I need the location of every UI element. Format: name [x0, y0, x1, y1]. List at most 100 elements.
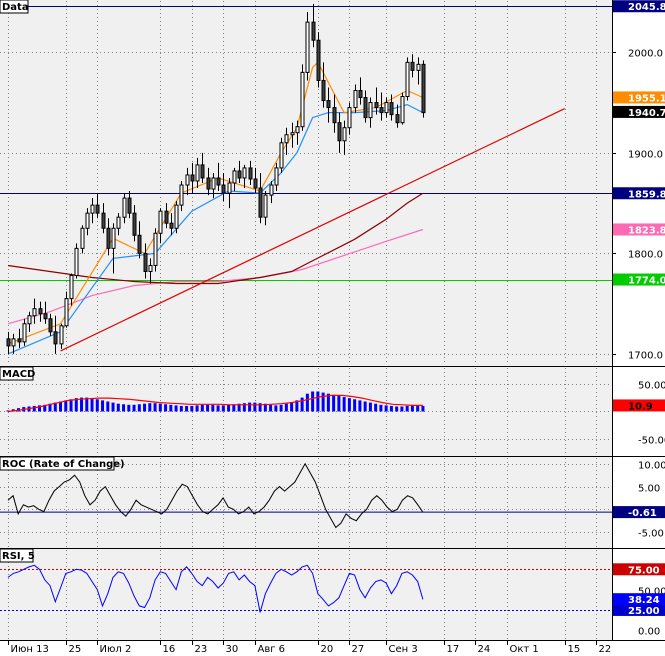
candle[interactable]: [106, 218, 111, 256]
green-value-tag-text: 1774.0: [628, 276, 665, 287]
candle[interactable]: [143, 243, 148, 279]
macd-bar: [200, 404, 204, 412]
candle[interactable]: [190, 162, 195, 194]
rsi-level-tag-text: 25.00: [628, 606, 660, 617]
candle[interactable]: [284, 127, 289, 155]
price-tick-label: 2000.0: [628, 49, 663, 60]
candle[interactable]: [127, 191, 132, 219]
candle[interactable]: [200, 152, 205, 183]
candle[interactable]: [342, 120, 347, 155]
x-tick-label: 25: [69, 644, 82, 655]
candle[interactable]: [137, 221, 142, 259]
candle[interactable]: [374, 87, 379, 115]
candle[interactable]: [379, 92, 384, 121]
candle[interactable]: [11, 333, 16, 354]
candle[interactable]: [185, 167, 190, 196]
candle[interactable]: [64, 291, 69, 328]
candle[interactable]: [101, 203, 106, 234]
candle[interactable]: [258, 172, 263, 224]
candle[interactable]: [27, 311, 32, 332]
candle[interactable]: [74, 243, 79, 279]
candle[interactable]: [22, 318, 27, 346]
candle[interactable]: [153, 228, 158, 272]
candle[interactable]: [405, 57, 410, 101]
candle[interactable]: [95, 193, 100, 219]
candle[interactable]: [416, 57, 421, 85]
candle[interactable]: [38, 301, 43, 322]
roc-line: [7, 462, 424, 529]
candle[interactable]: [321, 62, 326, 108]
candle[interactable]: [274, 162, 279, 192]
candle[interactable]: [17, 328, 22, 348]
candle[interactable]: [132, 205, 137, 242]
candle[interactable]: [116, 213, 121, 236]
rsi-panel[interactable]: [0, 564, 612, 613]
macd-bar: [263, 403, 267, 412]
candle[interactable]: [216, 162, 221, 192]
candle-body: [379, 107, 384, 114]
candle[interactable]: [111, 223, 116, 274]
candle[interactable]: [53, 315, 58, 354]
candle[interactable]: [295, 120, 300, 145]
candle[interactable]: [384, 97, 389, 118]
candle[interactable]: [59, 323, 64, 349]
candle[interactable]: [332, 94, 337, 133]
price-panel[interactable]: [0, 4, 612, 355]
candle[interactable]: [253, 167, 258, 194]
candle[interactable]: [43, 301, 48, 324]
candle[interactable]: [269, 180, 274, 204]
hline-value-tag: 2045.8: [613, 0, 665, 13]
roc-panel[interactable]: [0, 462, 612, 529]
candle[interactable]: [69, 273, 74, 306]
candle[interactable]: [263, 191, 268, 226]
candle[interactable]: [400, 92, 405, 125]
candle[interactable]: [174, 201, 179, 234]
candle[interactable]: [85, 208, 90, 236]
candle[interactable]: [363, 90, 368, 123]
x-tick-label: 16: [163, 644, 176, 655]
candle[interactable]: [305, 12, 310, 81]
candle[interactable]: [232, 167, 237, 192]
candle[interactable]: [337, 112, 342, 153]
candle[interactable]: [148, 258, 153, 284]
candle[interactable]: [48, 313, 53, 336]
candle[interactable]: [221, 172, 226, 202]
candle[interactable]: [248, 160, 253, 186]
candle[interactable]: [358, 77, 363, 105]
candle[interactable]: [290, 122, 295, 148]
candle[interactable]: [90, 198, 95, 224]
candle[interactable]: [122, 193, 127, 224]
candle[interactable]: [179, 180, 184, 212]
candle[interactable]: [300, 64, 305, 131]
candle[interactable]: [347, 102, 352, 135]
candle[interactable]: [326, 87, 331, 123]
hline-value-tag-bg: [613, 0, 665, 13]
candle[interactable]: [80, 225, 85, 254]
candle[interactable]: [32, 298, 37, 324]
macd-panel[interactable]: [6, 391, 425, 413]
candle[interactable]: [353, 84, 358, 113]
candle[interactable]: [242, 164, 247, 189]
candle[interactable]: [6, 331, 11, 354]
price-panel-title: Data: [0, 0, 29, 14]
candle[interactable]: [195, 157, 200, 189]
candle[interactable]: [211, 172, 216, 199]
candle[interactable]: [237, 160, 242, 183]
candle[interactable]: [368, 97, 373, 128]
candle[interactable]: [206, 167, 211, 196]
candle[interactable]: [389, 94, 394, 121]
macd-bar: [384, 405, 388, 412]
candle[interactable]: [227, 177, 232, 209]
candle[interactable]: [395, 104, 400, 128]
candle[interactable]: [164, 203, 169, 229]
candle[interactable]: [169, 213, 174, 236]
candle[interactable]: [311, 4, 316, 48]
candle[interactable]: [279, 137, 284, 173]
candle[interactable]: [421, 60, 426, 118]
candle[interactable]: [158, 208, 163, 244]
hline-value-tag-text: 2045.8: [628, 2, 665, 13]
candle[interactable]: [410, 54, 415, 78]
macd-bar: [326, 393, 330, 412]
x-tick-label: 15: [568, 644, 581, 655]
candle[interactable]: [316, 32, 321, 88]
